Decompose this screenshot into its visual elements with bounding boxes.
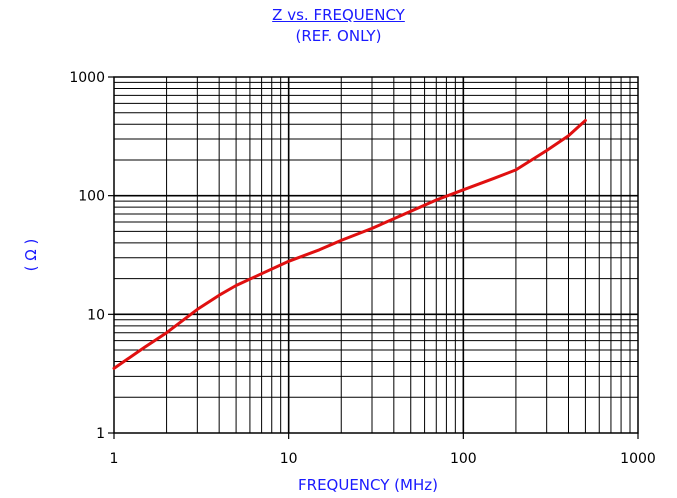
x-tick-label: 10 xyxy=(280,451,298,467)
y-tick-label: 1000 xyxy=(69,70,105,86)
y-axis-title: ( Ω ) xyxy=(22,239,40,272)
impedance-curve xyxy=(112,119,587,370)
chart-subtitle: (REF. ONLY) xyxy=(295,27,382,45)
x-tick-label: 1 xyxy=(110,451,119,467)
chart-grid xyxy=(114,77,638,433)
x-axis-title: FREQUENCY (MHz) xyxy=(298,476,438,494)
y-tick-label: 100 xyxy=(78,189,105,205)
series-layer xyxy=(112,119,587,370)
x-tick-label: 100 xyxy=(450,451,477,467)
tick-labels: 1 10 100 1000 1 10 100 1000 xyxy=(69,70,655,467)
plot-frame xyxy=(113,76,639,434)
y-tick-label: 1 xyxy=(96,426,105,442)
chart-title: Z vs. FREQUENCY xyxy=(272,6,405,24)
y-tick-label: 10 xyxy=(87,307,105,323)
x-tick-label: 1000 xyxy=(620,451,656,467)
